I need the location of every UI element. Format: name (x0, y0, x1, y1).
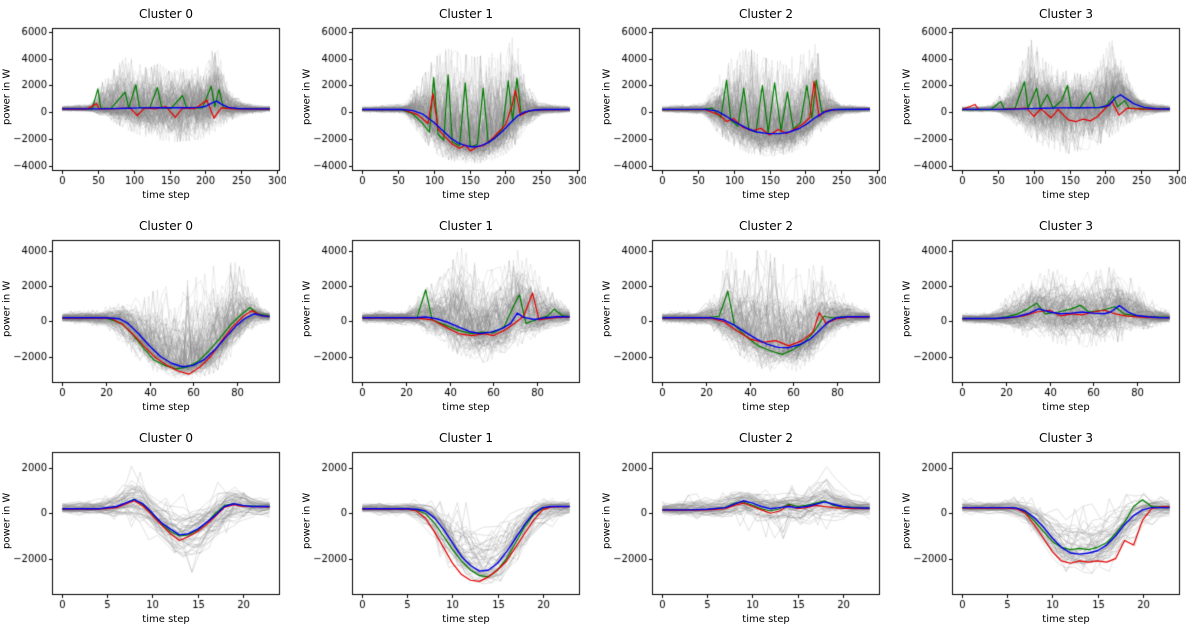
y-axis-label: power in W (301, 280, 313, 338)
plot-canvas (314, 447, 586, 613)
subplot-row2-cluster2: Cluster 2 power in W time step (600, 213, 900, 425)
subplot-row1-cluster0: Cluster 0 power in W time step (0, 1, 300, 213)
y-axis-label: power in W (1, 68, 13, 126)
plot-canvas (914, 23, 1186, 189)
subplot-row2-cluster1: Cluster 1 power in W time step (300, 213, 600, 425)
x-axis-label: time step (142, 190, 190, 201)
y-axis-label: power in W (1, 280, 13, 338)
subplot-title: Cluster 3 (1038, 219, 1094, 233)
x-axis-label: time step (142, 402, 190, 413)
y-axis-label: power in W (601, 68, 613, 126)
y-axis-label: power in W (301, 68, 313, 126)
plot-canvas (914, 447, 1186, 613)
subplot-row1-cluster1: Cluster 1 power in W time step (300, 1, 600, 213)
subplot-row3-cluster2: Cluster 2 power in W time step (600, 425, 900, 637)
x-axis-label: time step (1042, 614, 1090, 625)
subplot-title: Cluster 0 (138, 7, 194, 21)
subplot-title: Cluster 3 (1038, 431, 1094, 445)
x-axis-label: time step (142, 614, 190, 625)
plot-canvas (14, 447, 286, 613)
subplot-row1-cluster2: Cluster 2 power in W time step (600, 1, 900, 213)
subplot-title: Cluster 3 (1038, 7, 1094, 21)
x-axis-label: time step (1042, 402, 1090, 413)
x-axis-label: time step (442, 402, 490, 413)
plot-canvas (614, 235, 886, 401)
plot-canvas (14, 23, 286, 189)
plot-canvas (914, 235, 1186, 401)
subplot-row3-cluster3: Cluster 3 power in W time step (900, 425, 1200, 637)
plot-canvas (614, 447, 886, 613)
subplot-title: Cluster 0 (138, 431, 194, 445)
y-axis-label: power in W (601, 492, 613, 550)
y-axis-label: power in W (1, 492, 13, 550)
y-axis-label: power in W (901, 280, 913, 338)
subplot-title: Cluster 2 (738, 7, 794, 21)
x-axis-label: time step (442, 190, 490, 201)
subplot-title: Cluster 1 (438, 219, 494, 233)
y-axis-label: power in W (601, 280, 613, 338)
subplot-row1-cluster3: Cluster 3 power in W time step (900, 1, 1200, 213)
plot-canvas (614, 23, 886, 189)
y-axis-label: power in W (301, 492, 313, 550)
x-axis-label: time step (742, 402, 790, 413)
y-axis-label: power in W (901, 492, 913, 550)
subplot-row2-cluster0: Cluster 0 power in W time step (0, 213, 300, 425)
subplot-title: Cluster 2 (738, 431, 794, 445)
subplot-row3-cluster0: Cluster 0 power in W time step (0, 425, 300, 637)
x-axis-label: time step (1042, 190, 1090, 201)
plot-canvas (14, 235, 286, 401)
subplot-title: Cluster 2 (738, 219, 794, 233)
subplot-row3-cluster1: Cluster 1 power in W time step (300, 425, 600, 637)
subplot-row2-cluster3: Cluster 3 power in W time step (900, 213, 1200, 425)
x-axis-label: time step (442, 614, 490, 625)
plot-canvas (314, 235, 586, 401)
subplot-title: Cluster 1 (438, 431, 494, 445)
x-axis-label: time step (742, 190, 790, 201)
x-axis-label: time step (742, 614, 790, 625)
y-axis-label: power in W (901, 68, 913, 126)
subplot-title: Cluster 1 (438, 7, 494, 21)
plot-canvas (314, 23, 586, 189)
subplot-title: Cluster 0 (138, 219, 194, 233)
